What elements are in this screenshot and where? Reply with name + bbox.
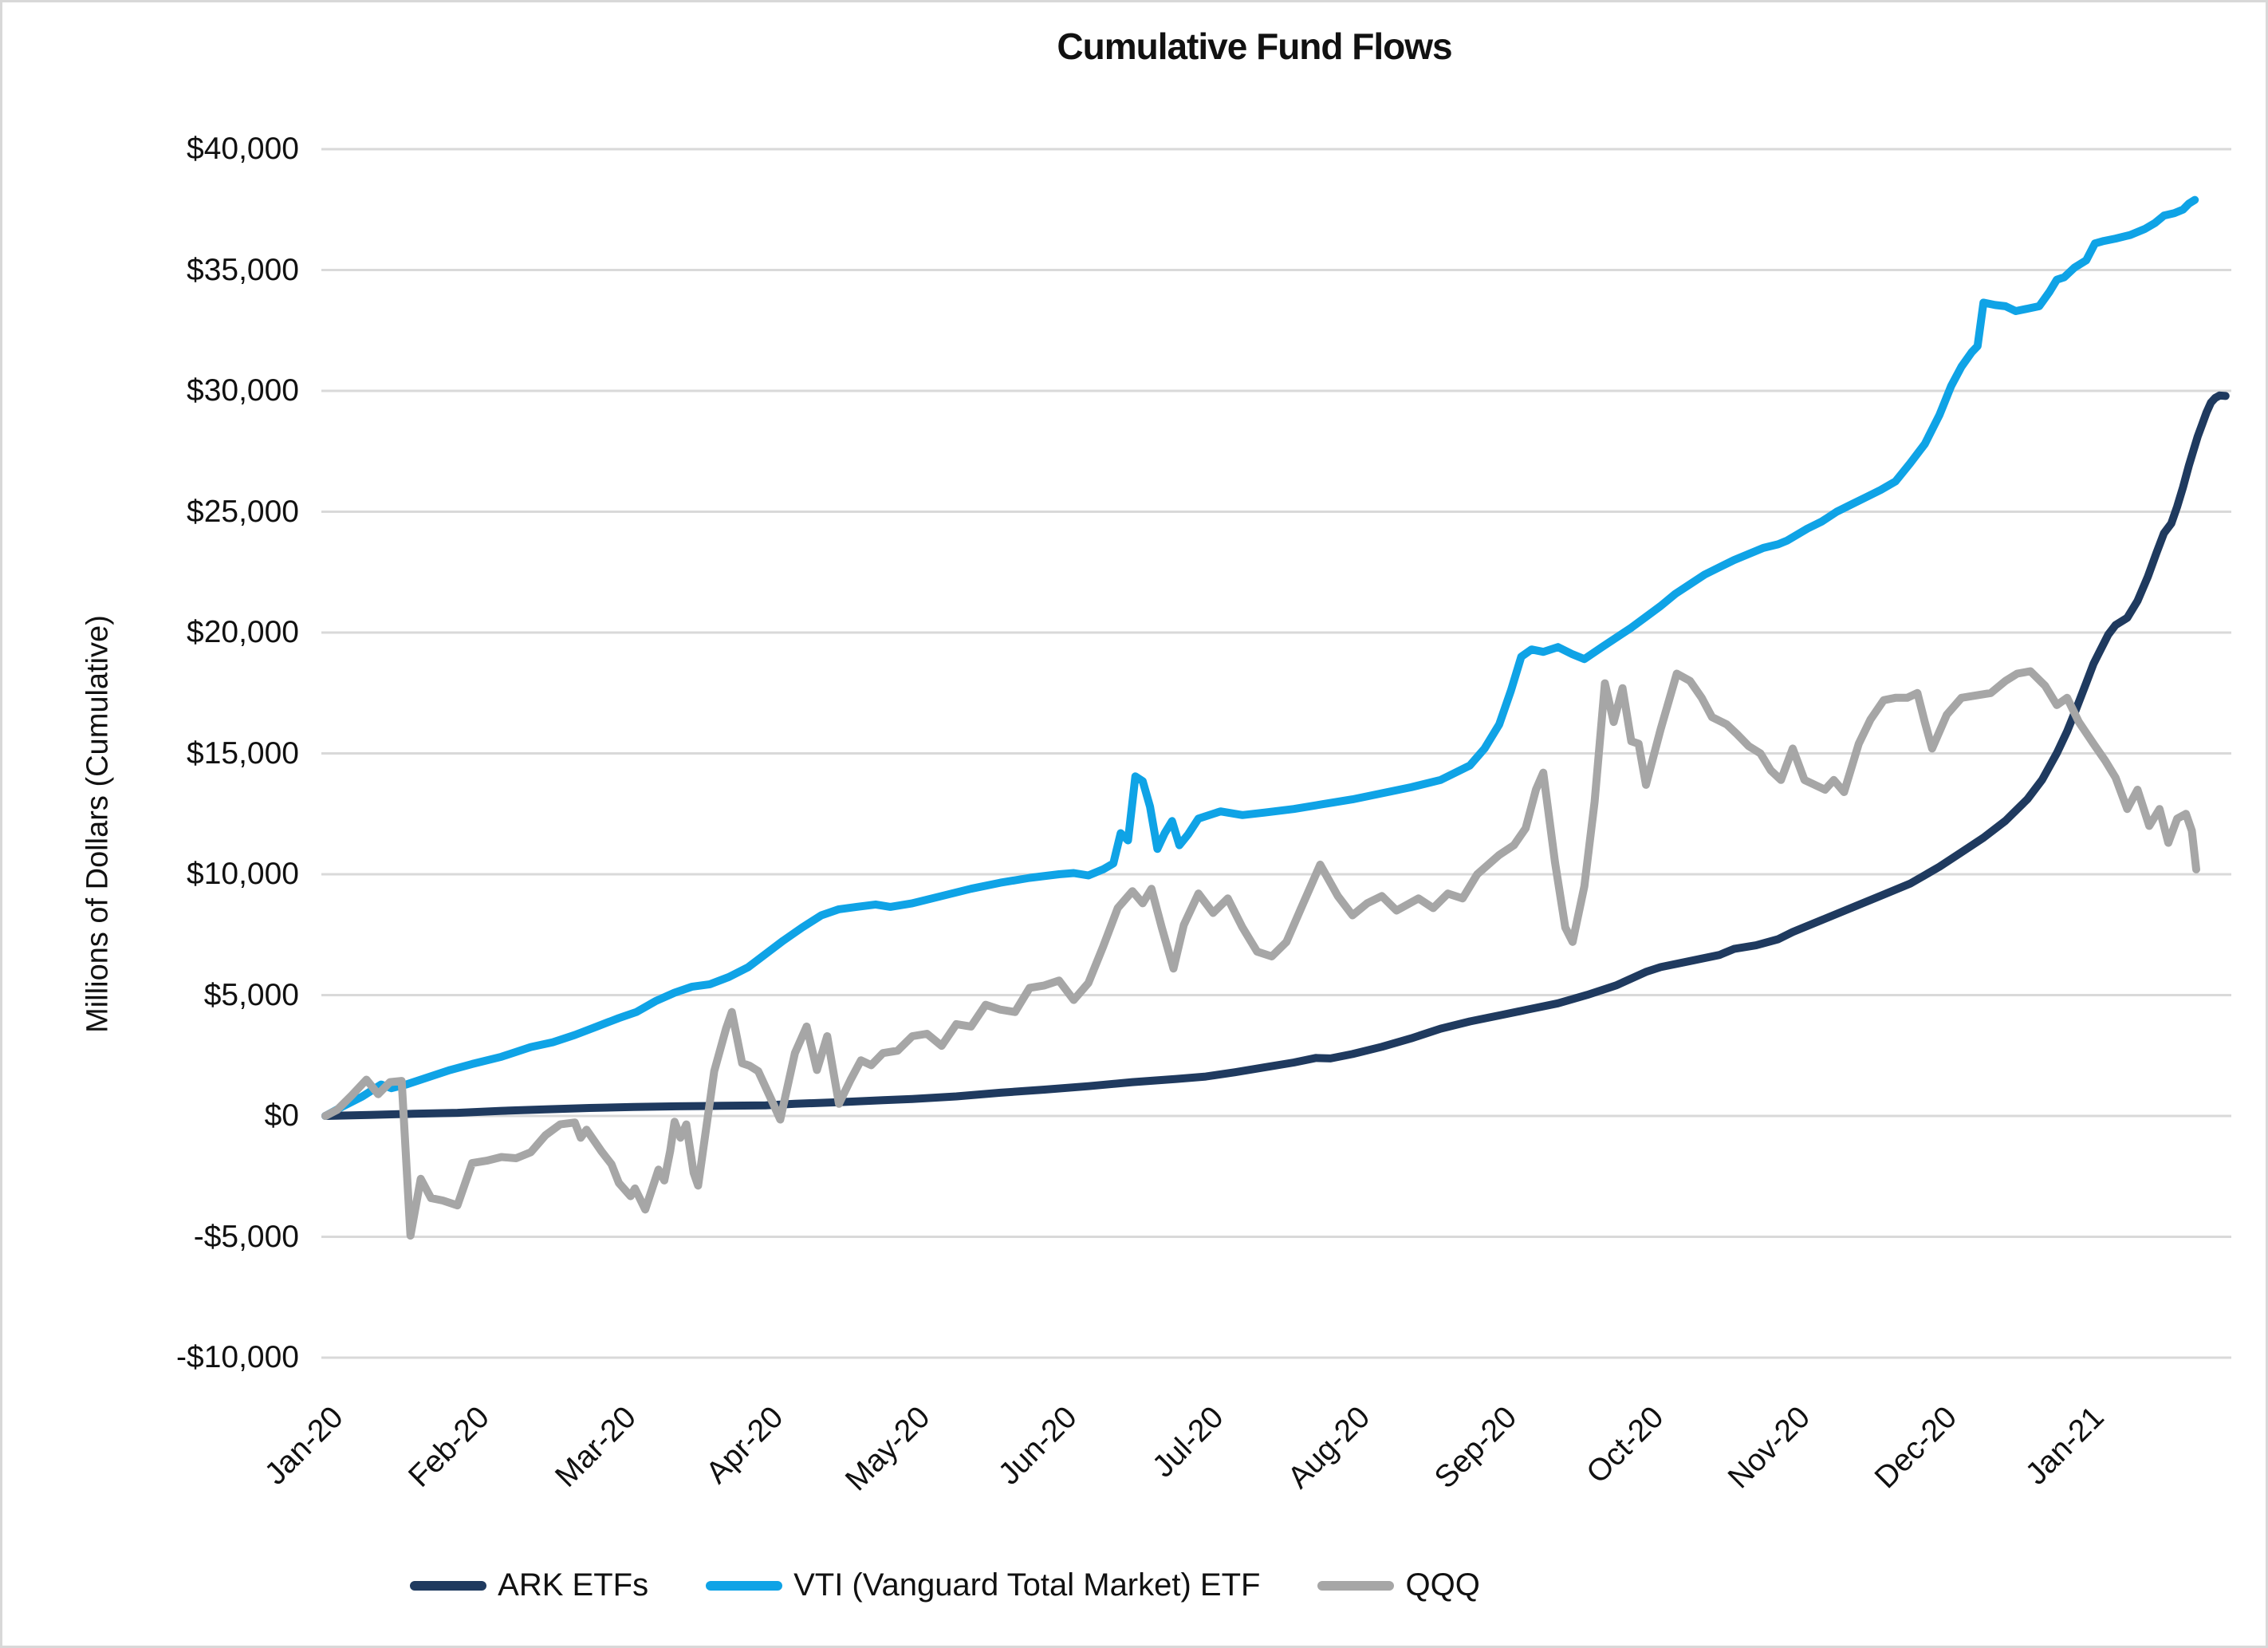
legend-item: VTI (Vanguard Total Market) ETF	[706, 1567, 1260, 1603]
legend-swatch-icon	[1317, 1580, 1395, 1591]
y-tick-label: -$10,000	[176, 1340, 299, 1374]
legend-item: QQQ	[1317, 1567, 1480, 1603]
legend-swatch-icon	[706, 1580, 783, 1591]
y-tick-label: $25,000	[187, 494, 299, 529]
legend-label: QQQ	[1405, 1567, 1480, 1603]
series-line-2	[321, 667, 2200, 1240]
y-tick-label: $40,000	[187, 132, 299, 166]
legend-swatch-icon	[410, 1580, 487, 1591]
y-tick-label: $15,000	[187, 735, 299, 771]
y-tick-label: $10,000	[187, 857, 299, 891]
y-tick-label: $0	[264, 1098, 299, 1133]
chart-title: Cumulative Fund Flows	[1057, 26, 1452, 67]
y-tick-label: $30,000	[187, 373, 299, 408]
series-line-1	[321, 195, 2199, 1120]
y-tick-label: $20,000	[187, 615, 299, 649]
legend: ARK ETFs VTI (Vanguard Total Market) ETF Q…	[2, 1567, 2079, 1603]
series-line-0	[321, 391, 2230, 1120]
y-tick-label: $35,000	[187, 252, 299, 287]
y-tick-label: -$5,000	[193, 1219, 299, 1254]
legend-label: VTI (Vanguard Total Market) ETF	[793, 1567, 1261, 1603]
legend-item: ARK ETFs	[410, 1567, 648, 1603]
y-tick-label: $5,000	[203, 977, 299, 1012]
legend-label: ARK ETFs	[498, 1567, 649, 1603]
